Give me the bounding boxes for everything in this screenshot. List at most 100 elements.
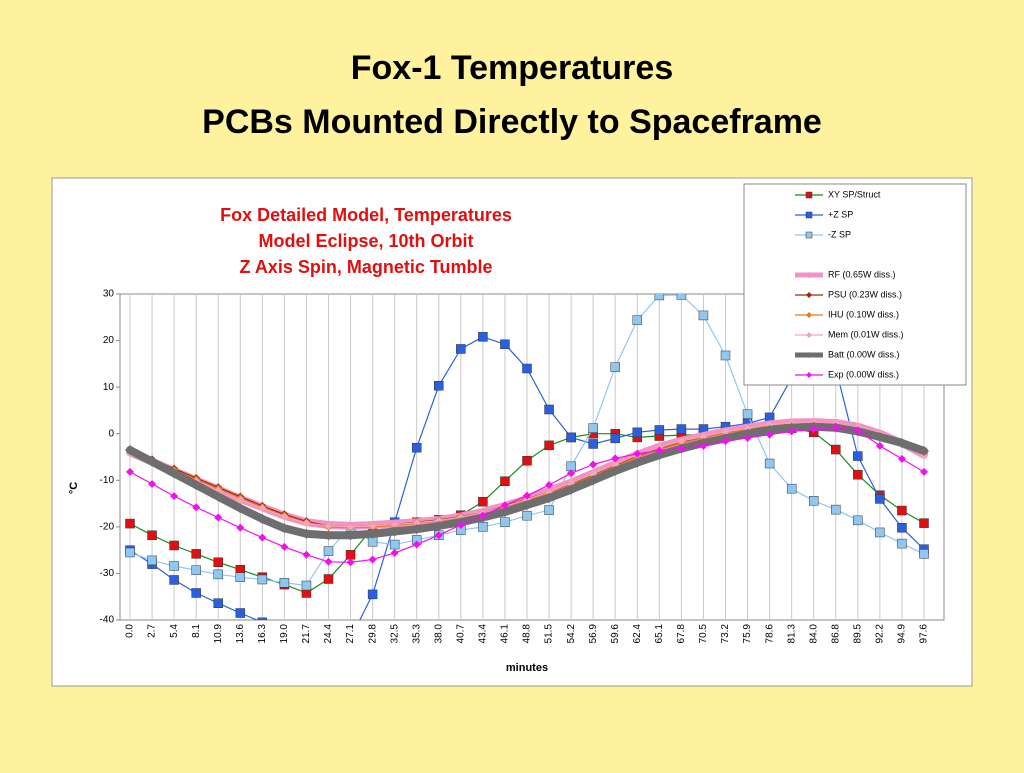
marker: [412, 518, 421, 527]
marker: [806, 372, 812, 378]
x-tick-label: 46.1: [500, 624, 511, 644]
marker: [654, 450, 665, 461]
marker: [809, 425, 818, 434]
marker: [389, 526, 400, 537]
marker: [170, 492, 179, 501]
marker: [786, 483, 797, 494]
marker: [787, 427, 796, 436]
marker: [831, 504, 841, 515]
axes: -40 -30 -20 -10 0 10 20 30 0.0 2.7 5.4 8.1 10.9 13.6 1…: [100, 289, 930, 644]
marker: [523, 491, 531, 500]
marker: [214, 513, 223, 522]
x-tick-label: 10.9: [213, 624, 224, 644]
marker: [500, 339, 510, 350]
marker: [805, 191, 813, 199]
marker: [610, 362, 620, 372]
marker: [875, 494, 885, 504]
marker: [806, 292, 812, 298]
marker: [522, 455, 532, 466]
marker: [346, 558, 355, 567]
legend-label: IHU (0.10W diss.): [828, 309, 899, 319]
y-tick-label: 10: [103, 382, 115, 393]
marker: [125, 518, 135, 529]
x-tick-label: 92.2: [875, 624, 886, 644]
marker: [698, 310, 709, 321]
marker: [831, 423, 840, 432]
marker: [324, 521, 333, 530]
legend-label: RF (0.65W diss.): [828, 269, 896, 279]
marker: [764, 424, 775, 435]
legend-label: -Z SP: [828, 229, 851, 239]
marker: [302, 550, 311, 559]
marker: [324, 557, 333, 566]
x-tick-label: 48.8: [522, 624, 533, 644]
x-tick-label: 73.2: [720, 624, 731, 644]
marker: [258, 533, 267, 542]
marker: [301, 528, 312, 539]
marker: [806, 352, 812, 358]
x-tick-label: 81.3: [786, 624, 797, 644]
x-tick-label: 38.0: [433, 624, 444, 644]
marker: [169, 561, 179, 571]
y-tick-label: 20: [103, 335, 115, 346]
marker: [567, 469, 576, 478]
marker: [896, 438, 907, 449]
marker: [367, 589, 378, 600]
marker: [676, 294, 687, 300]
marker: [544, 440, 554, 451]
x-tick-label: 56.9: [588, 624, 599, 644]
marker: [699, 441, 708, 450]
marker: [919, 445, 929, 456]
x-tick-label: 62.4: [632, 624, 643, 644]
marker: [213, 598, 223, 608]
x-tick-label: 29.8: [367, 624, 378, 644]
y-tick-label: -20: [100, 521, 115, 532]
marker: [478, 522, 488, 532]
marker: [743, 433, 752, 442]
marker: [522, 510, 532, 521]
marker: [147, 530, 157, 540]
x-tick-label: 65.1: [654, 624, 665, 644]
x-axis-label: minutes: [506, 662, 548, 674]
x-tick-label: 21.7: [301, 624, 312, 644]
y-tick-label: -40: [100, 615, 115, 626]
chart-title: Model Eclipse, 10th Orbit: [258, 231, 473, 251]
x-tick-label: 35.3: [411, 624, 422, 644]
marker: [632, 315, 643, 325]
x-tick-label: 78.6: [764, 624, 775, 644]
marker: [875, 441, 884, 450]
marker: [125, 547, 135, 558]
x-tick-label: 24.4: [323, 624, 334, 644]
marker: [411, 524, 422, 535]
slide-title: PCBs Mounted Directly to Spaceframe: [202, 103, 822, 141]
marker: [169, 540, 179, 551]
marker: [279, 523, 290, 534]
legend-label: XY SP/Struct: [828, 189, 881, 199]
marker: [720, 350, 731, 361]
marker: [654, 425, 665, 435]
marker: [346, 522, 355, 531]
x-tick-label: 70.5: [698, 624, 709, 644]
marker: [389, 539, 400, 550]
x-tick-label: 54.2: [566, 624, 577, 644]
marker: [588, 423, 598, 433]
marker: [126, 467, 134, 476]
marker: [588, 439, 598, 449]
marker: [897, 523, 907, 533]
y-tick-label: -10: [100, 475, 115, 486]
y-axis-label: °C: [68, 482, 80, 494]
marker: [434, 531, 443, 540]
marker: [853, 426, 862, 435]
marker: [280, 542, 289, 551]
marker: [500, 501, 509, 510]
marker: [434, 380, 444, 391]
marker: [655, 446, 664, 455]
marker: [390, 548, 399, 557]
marker: [874, 431, 885, 442]
marker: [742, 409, 753, 419]
x-tick-label: 89.5: [852, 624, 863, 644]
marker: [213, 569, 223, 580]
marker: [806, 332, 812, 338]
marker: [589, 460, 598, 469]
